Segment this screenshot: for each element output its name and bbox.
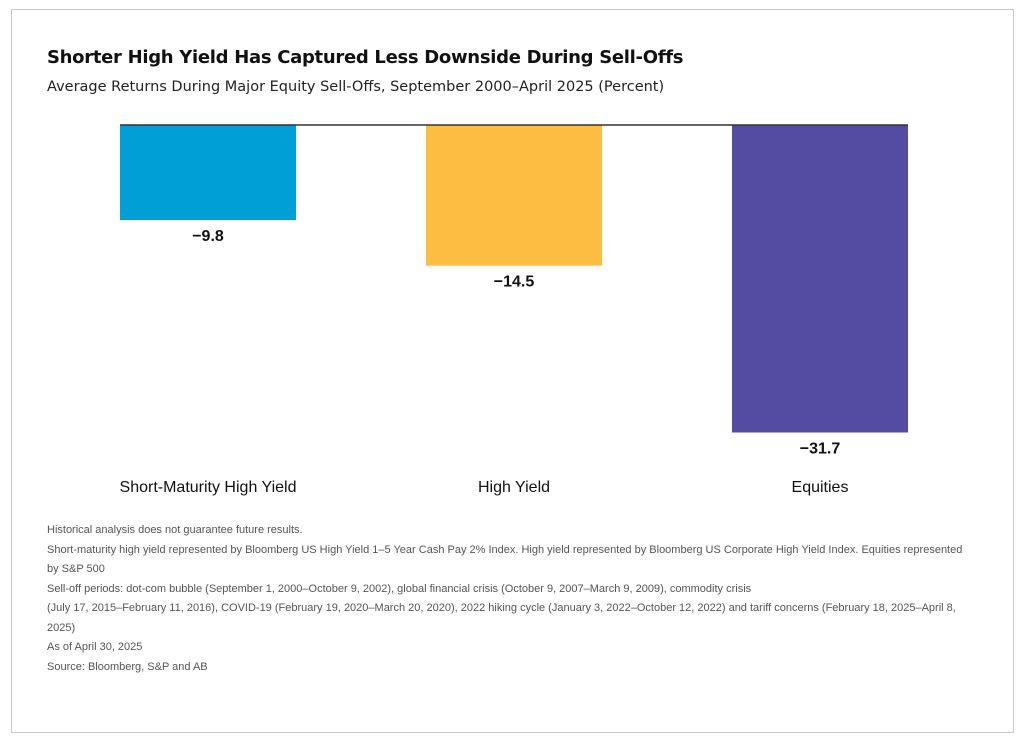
disclaimer-note: Historical analysis does not guarantee f… xyxy=(47,524,303,536)
as-of-date: As of April 30, 2025 xyxy=(47,641,143,653)
bar-high-yield xyxy=(426,125,602,266)
category-label-high-yield: High Yield xyxy=(478,479,550,496)
selloff-periods-note-continued: (July 17, 2015–February 11, 2016), COVID… xyxy=(47,602,956,634)
footnotes: Historical analysis does not guarantee f… xyxy=(47,521,977,677)
category-label-short-maturity-high-yield: Short-Maturity High Yield xyxy=(120,479,297,496)
chart-title: Shorter High Yield Has Captured Less Dow… xyxy=(47,47,684,68)
data-label-equities: −31.7 xyxy=(800,440,841,457)
selloff-periods-note: Sell-off periods: dot-com bubble (Septem… xyxy=(47,582,752,595)
bar-short-maturity-high-yield xyxy=(120,125,296,221)
source-note: Source: Bloomberg, S&P and AB xyxy=(47,660,208,673)
chart-subtitle: Average Returns During Major Equity Sell… xyxy=(47,79,665,95)
data-label-short-maturity-high-yield: −9.8 xyxy=(192,228,224,245)
category-label-equities: Equities xyxy=(792,479,849,496)
bar-equities xyxy=(732,125,908,433)
index-note: Short-maturity high yield represented by… xyxy=(47,543,963,576)
data-label-high-yield: −14.5 xyxy=(494,274,535,291)
bar-chart: −9.8 Short-Maturity High Yield −14.5 High Y… xyxy=(120,124,908,496)
